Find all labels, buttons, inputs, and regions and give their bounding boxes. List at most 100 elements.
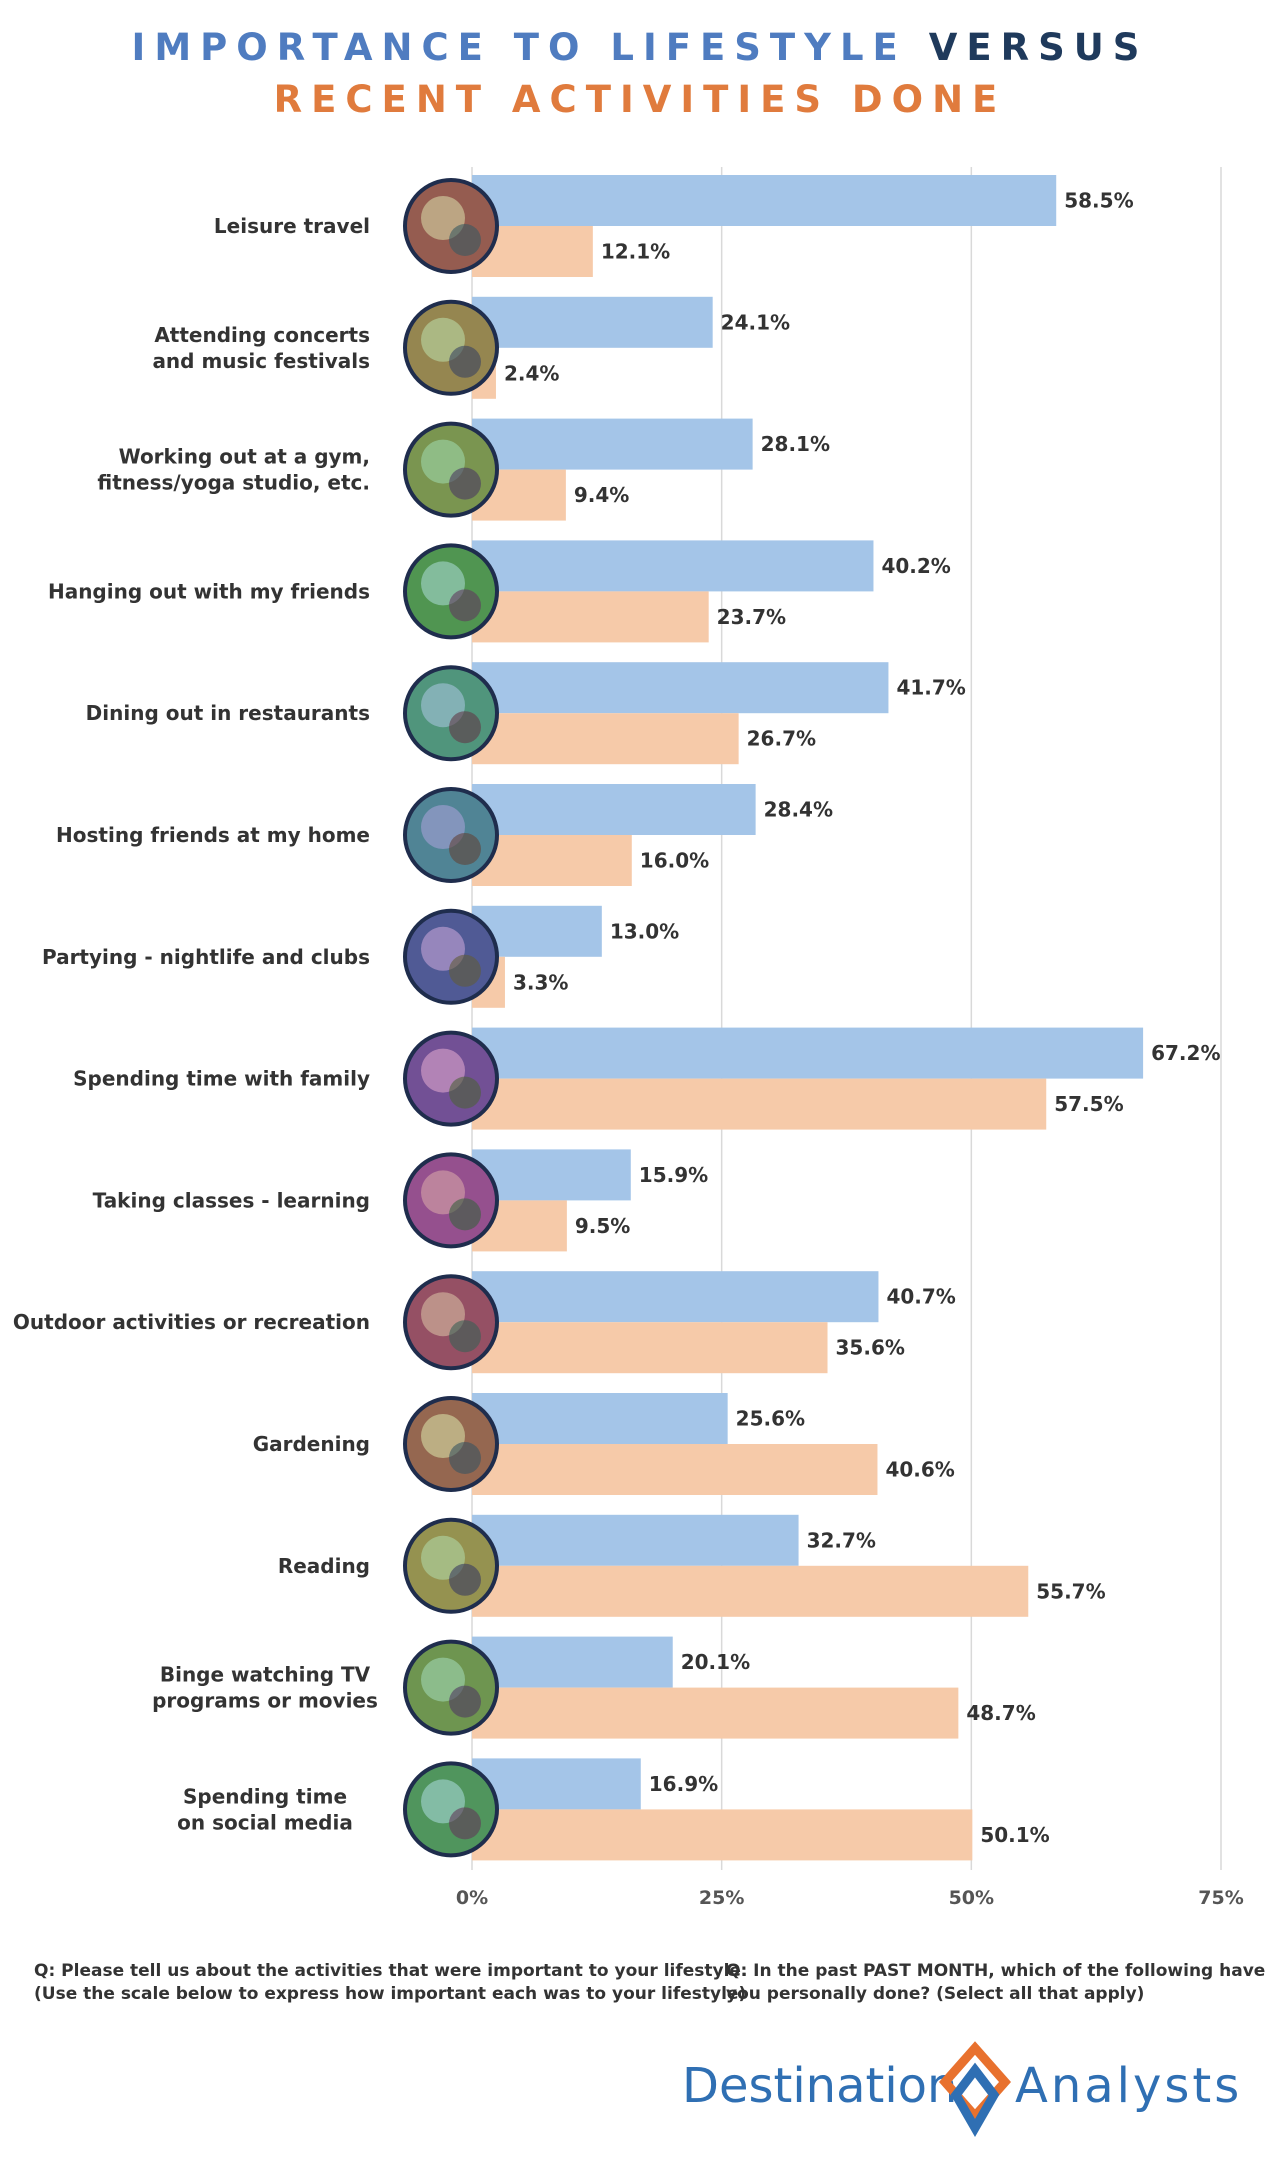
category-label: Spending time with family [73,1067,370,1091]
importance-data-label: 67.2% [1151,1041,1220,1065]
importance-data-label: 24.1% [721,310,790,334]
category-label: Hosting friends at my home [56,823,370,847]
category-label: Gardening [253,1432,370,1456]
tv-remote-icon [403,1639,499,1736]
done-data-label: 48.7% [966,1701,1035,1725]
logo-text-destination: Destination [682,2058,957,2114]
nightclub-icon [403,908,499,1005]
importance-question-line2: (Use the scale below to express how impo… [34,1984,747,2004]
category-label: Spending time [183,1784,347,1808]
importance-data-label: 28.1% [761,432,830,456]
logo-text-analysts: Analysts [1015,2058,1240,2114]
bar-chart: 0% 25% 50% 75% 58.5% 12.1% Leisure travel 24.1%… [13,167,1244,1909]
done-data-label: 26.7% [747,727,816,751]
importance-question-note: Q: Please tell us about the activities t… [34,1960,747,2006]
category-label: Reading [278,1554,370,1578]
importance-data-label: 20.1% [681,1650,750,1674]
importance-bar [472,296,713,348]
concert-crowd-icon [403,299,499,396]
family-icon [403,1030,499,1127]
done-data-label: 2.4% [504,361,559,385]
done-data-label: 3.3% [513,970,568,994]
seedling-icon [403,1396,499,1492]
category-label: programs or movies [152,1689,378,1713]
importance-bar [472,662,889,714]
done-data-label: 57.5% [1054,1092,1123,1116]
title-recent: RECENT ACTIVITIES DONE [273,78,1007,121]
done-data-label: 16.0% [640,849,709,873]
importance-data-label: 15.9% [639,1163,708,1187]
importance-bar [472,1271,879,1323]
done-data-label: 50.1% [980,1823,1049,1847]
x-tick-label: 50% [949,1887,994,1909]
done-question-line1: Q: In the past PAST MONTH, which of the … [726,1961,1266,1981]
x-tick-label: 25% [699,1887,744,1909]
done-data-label: 55.7% [1036,1579,1105,1603]
destination-analysts-logo: Destination Analysts [682,2041,1240,2138]
importance-bar [472,1027,1144,1079]
chart-title-line1: IMPORTANCE TO LIFESTYLE VERSUS [0,26,1280,69]
title-importance: IMPORTANCE TO LIFESTYLE [131,26,907,69]
done-bar [472,1078,1047,1130]
done-data-label: 12.1% [601,240,670,264]
importance-question-line1: Q: Please tell us about the activities t… [34,1961,748,1981]
importance-data-label: 13.0% [610,919,679,943]
importance-data-label: 40.7% [886,1285,955,1309]
category-label: Attending concerts [154,323,370,347]
importance-bar [472,1393,728,1444]
category-label: Leisure travel [214,214,370,238]
importance-bar [472,784,756,835]
importance-bar [472,1758,641,1810]
importance-data-label: 16.9% [649,1772,718,1796]
book-icon [403,1517,499,1614]
done-data-label: 35.6% [836,1336,905,1360]
importance-data-label: 32.7% [807,1528,876,1552]
done-bar [472,1322,828,1374]
done-data-label: 9.4% [574,483,629,507]
gym-icon [403,421,499,518]
done-bar [472,1565,1029,1617]
importance-bar [472,175,1057,226]
importance-bar [472,1636,673,1688]
category-label: Dining out in restaurants [86,701,370,725]
category-label: Taking classes - learning [93,1188,370,1212]
importance-bar [472,1514,799,1566]
importance-data-label: 58.5% [1064,189,1133,213]
category-label: Working out at a gym, [119,445,370,469]
category-label: and music festivals [152,349,370,373]
x-tick-label: 0% [456,1887,488,1909]
done-question-note: Q: In the past PAST MONTH, which of the … [726,1960,1265,2006]
done-bar [472,591,709,643]
friends-icon [403,543,499,640]
importance-data-label: 41.7% [896,676,965,700]
outdoors-icon [403,1274,499,1371]
title-versus: VERSUS [928,26,1149,69]
done-bar [472,713,739,765]
category-label: Hanging out with my friends [48,579,370,603]
hosting-icon [403,787,499,883]
done-question-line2: you personally done? (Select all that ap… [726,1984,1145,2004]
category-label: Partying - nightlife and clubs [42,945,370,969]
logo-diamond-icon [938,2041,1012,2138]
importance-bar [472,540,874,592]
done-data-label: 40.6% [885,1458,954,1482]
x-tick-label: 75% [1198,1887,1243,1909]
done-bar [472,1809,973,1861]
chart-title-line2: RECENT ACTIVITIES DONE [0,78,1280,121]
smartphone-icon [403,1761,499,1858]
category-label: Outdoor activities or recreation [13,1310,370,1334]
done-bar [472,1687,959,1739]
done-bar [472,1444,878,1495]
done-data-label: 9.5% [575,1214,630,1238]
category-label: on social media [177,1810,353,1834]
category-label: Binge watching TV [160,1663,371,1687]
beach-icon [403,178,499,274]
importance-data-label: 40.2% [881,554,950,578]
importance-bar [472,1149,631,1201]
importance-bar [472,418,753,470]
done-bar [472,835,632,886]
done-data-label: 23.7% [717,605,786,629]
category-label: fitness/yoga studio, etc. [97,471,370,495]
classroom-icon [403,1152,499,1249]
restaurant-icon [403,665,499,762]
